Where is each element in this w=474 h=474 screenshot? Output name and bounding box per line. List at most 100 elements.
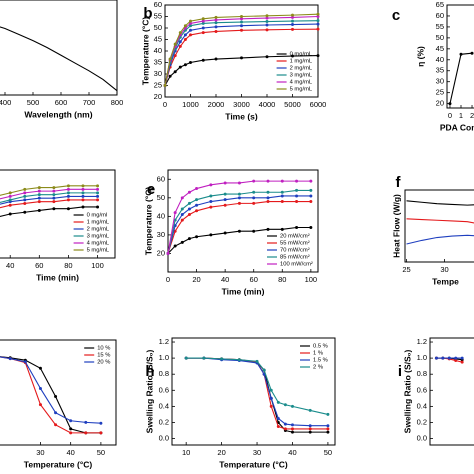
series-line: [0, 356, 101, 424]
y-axis-title: Temperature (°C): [143, 187, 153, 256]
point: [316, 19, 320, 23]
point: [23, 187, 27, 191]
legend-label: 100 mW/cm²: [280, 262, 313, 268]
point: [52, 189, 56, 193]
legend-label: 20 %: [97, 360, 110, 366]
point: [295, 225, 299, 229]
point: [441, 356, 445, 360]
y-tick-label: 0.4: [417, 401, 427, 410]
series-line: [164, 13, 319, 86]
point: [308, 408, 312, 412]
point: [434, 356, 438, 360]
y-tick-label: 60: [436, 11, 444, 20]
x-tick-label: 80: [64, 261, 72, 270]
point: [280, 179, 284, 183]
legend-label: 2 %: [313, 365, 323, 371]
point: [37, 196, 41, 200]
y-tick-label: 0.0: [417, 434, 427, 443]
y-tick-label: 1.2: [159, 337, 169, 346]
x-tick-label: 2000: [208, 100, 225, 109]
plot-frame: [0, 169, 116, 259]
point: [240, 20, 243, 24]
plot-frame: [404, 189, 474, 263]
y-tick-label: 0.6: [159, 385, 169, 394]
legend-label: 2 mg/mL: [87, 227, 110, 233]
x-tick-label: 5000: [284, 100, 301, 109]
point: [237, 181, 241, 185]
point: [168, 74, 172, 78]
point: [96, 194, 100, 198]
series-line: [186, 357, 329, 415]
y-tick-label: 1.2: [417, 337, 427, 346]
point: [280, 194, 284, 198]
point: [308, 424, 312, 428]
point: [201, 26, 205, 30]
point: [195, 187, 199, 191]
point: [276, 400, 280, 404]
x-tick-label: 0: [166, 275, 170, 284]
point: [252, 229, 256, 233]
point: [295, 194, 299, 198]
point: [252, 201, 256, 205]
point: [214, 57, 218, 61]
legend-label: 70 mW/cm²: [280, 248, 310, 254]
panel: 400 500 600 700 800 Wavelength (nm): [0, 0, 123, 119]
point: [252, 179, 256, 183]
point: [84, 431, 88, 435]
x-tick-label: 500: [27, 98, 40, 107]
point: [189, 21, 192, 25]
point: [189, 33, 192, 37]
legend-label: 1 %: [313, 351, 323, 357]
panel-letter: f: [396, 174, 402, 191]
point: [23, 201, 27, 205]
point: [195, 203, 199, 207]
point: [8, 191, 12, 195]
point: [54, 395, 58, 399]
point: [202, 356, 206, 360]
series-line: [186, 357, 328, 427]
legend-label: 55 mW/cm²: [280, 241, 310, 247]
point: [280, 227, 284, 231]
point: [96, 205, 100, 209]
point: [269, 404, 273, 408]
point: [265, 20, 269, 24]
legend-label: 20 mW/cm²: [280, 234, 310, 240]
point: [183, 63, 187, 67]
point: [447, 356, 451, 360]
series-line: [406, 218, 474, 224]
point: [283, 422, 287, 426]
y-tick-label: 40: [157, 211, 165, 220]
point: [223, 198, 227, 202]
point: [37, 200, 41, 204]
point: [69, 419, 73, 423]
x-tick-label: 1000: [182, 100, 199, 109]
point: [201, 21, 205, 25]
y-tick-label: 60: [154, 0, 162, 9]
x-tick-label: 50: [97, 448, 105, 457]
point: [309, 188, 313, 192]
point: [99, 421, 103, 425]
x-axis-title: Wavelength (nm): [24, 109, 92, 119]
point: [309, 225, 313, 229]
point: [454, 359, 458, 363]
point: [173, 244, 177, 248]
point: [265, 28, 269, 32]
x-tick-label: 800: [111, 98, 124, 107]
point: [189, 19, 192, 23]
y-tick-label: 60: [157, 174, 165, 183]
point: [308, 430, 312, 434]
point: [265, 16, 269, 20]
point: [66, 198, 70, 202]
point: [195, 198, 199, 202]
point: [265, 55, 269, 59]
point: [81, 191, 85, 195]
point: [66, 187, 70, 191]
point: [223, 181, 227, 185]
point: [291, 15, 294, 19]
x-tick-label: 30: [36, 448, 44, 457]
y-tick-label: 50: [157, 193, 165, 202]
x-tick-label: 60: [250, 275, 258, 284]
point: [291, 54, 294, 58]
point: [209, 205, 213, 209]
point: [81, 184, 85, 188]
